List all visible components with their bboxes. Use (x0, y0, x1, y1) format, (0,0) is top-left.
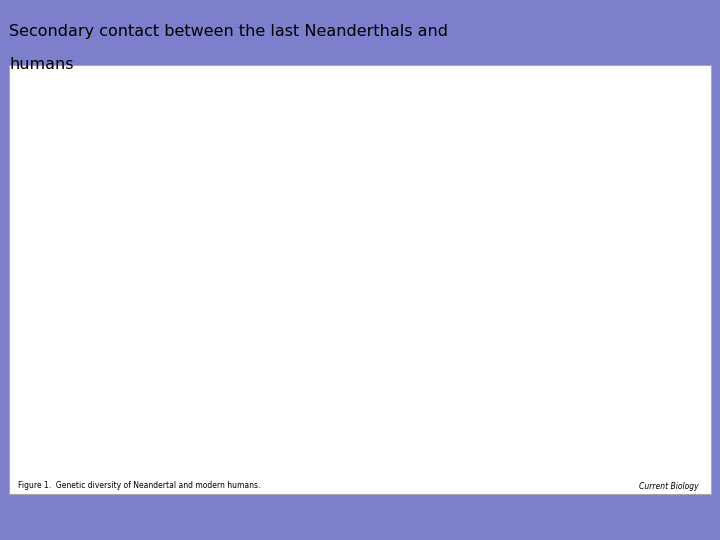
FancyBboxPatch shape (582, 90, 643, 120)
Text: Current Biology: Current Biology (639, 482, 698, 491)
Text: C: C (477, 296, 485, 306)
FancyArrowPatch shape (568, 353, 572, 390)
Text: Introgression: Introgression (595, 94, 646, 103)
Wedge shape (462, 397, 624, 478)
Text: A: A (17, 145, 26, 154)
Text: at 100 KYA: at 100 KYA (586, 314, 627, 322)
Text: Introgression: Introgression (586, 306, 636, 315)
Ellipse shape (563, 361, 582, 374)
Wedge shape (444, 209, 626, 300)
Text: Secondary contact between the last Neanderthals and: Secondary contact between the last Neand… (9, 24, 449, 39)
Text: at 50 KYA: at 50 KYA (595, 104, 631, 113)
Text: humans: humans (9, 57, 74, 72)
Text: B: B (458, 84, 467, 94)
Ellipse shape (571, 163, 590, 176)
Text: Figure 1.  Genetic diversity of Neandertal and modern humans.: Figure 1. Genetic diversity of Neanderta… (18, 481, 261, 490)
Wedge shape (530, 418, 572, 440)
FancyBboxPatch shape (575, 303, 624, 326)
Ellipse shape (166, 204, 171, 214)
Ellipse shape (576, 166, 585, 172)
